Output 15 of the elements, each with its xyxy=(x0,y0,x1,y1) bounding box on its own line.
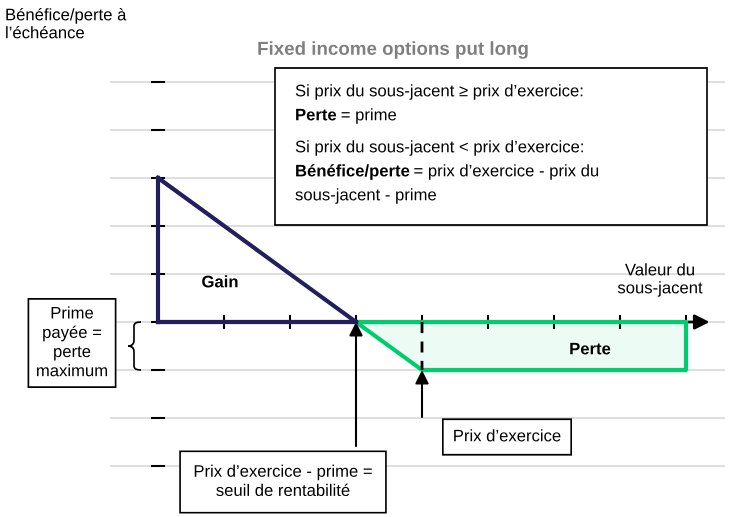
annotation: sous-jacent - prime xyxy=(295,188,436,204)
x-axis-title: Valeur du sous-jacent xyxy=(618,263,702,297)
text: Si prix du sous-jacent ≥ prix d’exercice: xyxy=(296,84,582,100)
text: Prix d’exercice xyxy=(454,429,560,442)
text: Prix d’exercice - prime = seuil de rentabilité xyxy=(194,464,372,496)
chart-title: Fixed income options put long xyxy=(258,41,528,59)
text: Perte xyxy=(296,108,336,120)
text: Bénéfice/perte à l’échéance xyxy=(6,8,126,38)
annotation: Bénéfice/perte xyxy=(296,164,410,180)
annotation: Gain xyxy=(202,275,238,288)
text: Si prix du sous-jacent < prix d’exercice: xyxy=(296,140,583,156)
annotation: Perte xyxy=(570,342,610,354)
annotation: = prix d’exercice - prix du xyxy=(414,164,598,180)
text: = prime xyxy=(342,108,396,124)
text: Prime payée = perte maximum xyxy=(36,306,108,376)
